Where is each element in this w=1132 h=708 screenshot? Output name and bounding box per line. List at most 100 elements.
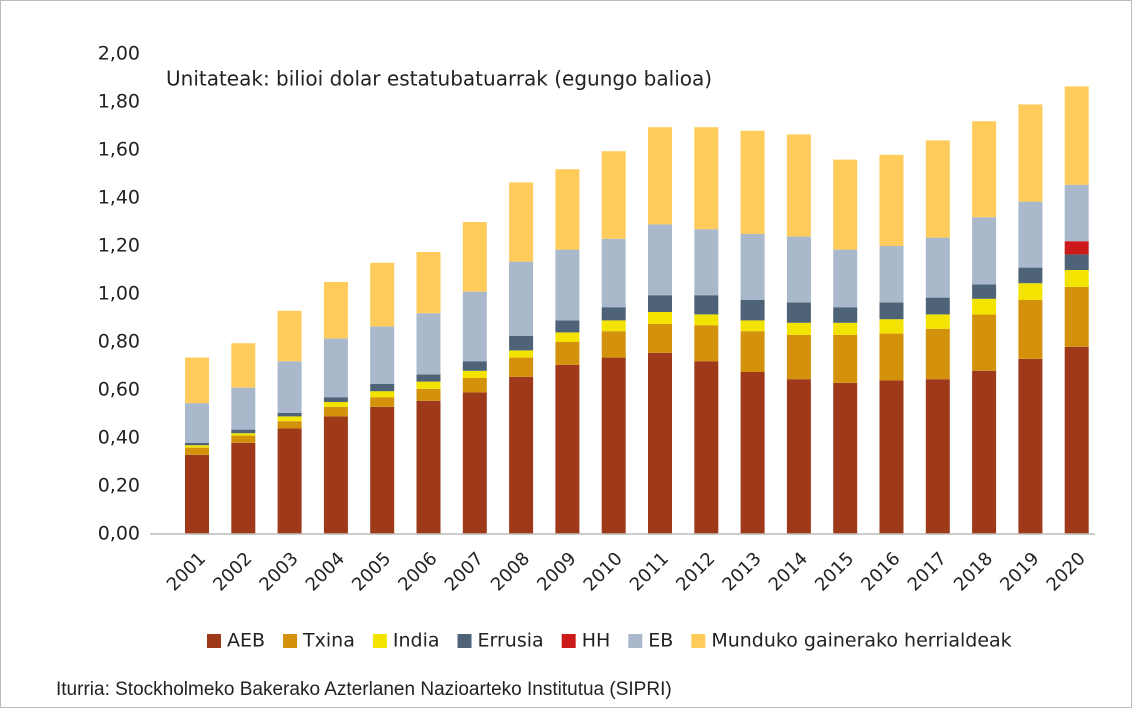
bar-segment — [231, 435, 256, 443]
bar-segment — [786, 334, 811, 380]
bar-segment — [416, 252, 441, 314]
bar-segment — [277, 361, 302, 413]
bar-segment — [694, 361, 719, 534]
bar-segment — [185, 454, 209, 534]
bar-segment — [1018, 358, 1043, 534]
bar-segment — [1064, 286, 1089, 347]
bar-segment — [972, 298, 997, 315]
bar-segment — [1064, 241, 1089, 255]
bar-segment — [1018, 201, 1043, 268]
y-tick-label: 1,20 — [98, 235, 140, 257]
bar-segment — [694, 314, 719, 326]
bar-segment — [1064, 346, 1089, 534]
bar-segment — [786, 379, 811, 534]
bar-segment — [462, 370, 487, 378]
y-tick-label: 0,40 — [98, 427, 140, 449]
bar-segment — [925, 379, 950, 534]
source: Iturria: Stockholmeko Bakerako Azterlane… — [56, 679, 672, 700]
bar-segment — [323, 282, 348, 339]
bar-segment — [370, 406, 395, 534]
bar-segment — [1064, 86, 1089, 185]
bar-segment — [879, 154, 904, 246]
bar-segment — [740, 300, 765, 321]
bar-segment — [370, 391, 395, 398]
bar-segment — [740, 234, 765, 300]
bar-segment — [694, 295, 719, 315]
bar-segment — [1018, 104, 1043, 202]
bar-segment — [833, 307, 858, 323]
y-tick-label: 1,60 — [98, 139, 140, 161]
bar-segment — [694, 325, 719, 362]
bar-segment — [833, 249, 858, 308]
bar-segment — [601, 238, 626, 308]
bar-segment — [1018, 300, 1043, 359]
bar-segment — [462, 222, 487, 292]
bar-segment — [509, 336, 534, 351]
bar-segment — [555, 169, 580, 250]
bar-segment — [648, 224, 672, 296]
bar-segment — [1064, 254, 1089, 270]
bar-segment — [323, 402, 348, 407]
bar-segment — [555, 249, 580, 321]
bar-segment — [601, 151, 626, 239]
bar-segment — [648, 312, 672, 324]
legend-swatch — [207, 634, 221, 648]
bar-segment — [185, 357, 209, 404]
legend-swatch — [628, 634, 643, 648]
bar-segment — [879, 319, 904, 334]
bar-segment — [972, 217, 997, 285]
bar-segment — [1018, 267, 1043, 284]
bar-segment — [1064, 184, 1089, 242]
bar-segment — [185, 442, 209, 446]
bar-segment — [462, 291, 487, 362]
bar-segment — [185, 445, 209, 448]
legend-swatch — [561, 634, 576, 648]
bar-segment — [323, 416, 348, 534]
bar-segment — [601, 357, 626, 534]
bar-segment — [833, 382, 858, 534]
bar-segment — [925, 237, 950, 298]
legend-swatch — [283, 634, 298, 648]
bar-segment — [879, 333, 904, 381]
bar-segment — [323, 406, 348, 417]
bar-segment — [231, 429, 256, 434]
bar-segment — [277, 428, 302, 534]
bar-segment — [555, 364, 580, 534]
bar-segment — [416, 400, 441, 534]
bar-segment — [509, 350, 534, 358]
bar-segment — [740, 320, 765, 332]
bar-segment — [416, 313, 441, 375]
y-tick-label: 2,00 — [98, 43, 140, 65]
bar-segment — [786, 302, 811, 323]
bar-segment — [462, 378, 487, 393]
bar-segment — [185, 447, 209, 455]
legend-label: HH — [582, 630, 611, 652]
y-tick-label: 0,00 — [98, 523, 140, 545]
annotation: Unitateak: bilioi dolar estatubatuarrak … — [166, 67, 712, 91]
legend-label: AEB — [227, 630, 265, 652]
bar-segment — [416, 388, 441, 401]
bar-segment — [231, 442, 256, 534]
bar-segment — [740, 130, 765, 234]
legend-label: Txina — [302, 630, 355, 652]
bar-segment — [786, 236, 811, 303]
bar-segment — [555, 342, 580, 365]
bar-segment — [509, 182, 534, 262]
bar-segment — [323, 338, 348, 398]
bar-segment — [1018, 283, 1043, 300]
bar-segment — [648, 352, 672, 534]
bar-segment — [601, 307, 626, 321]
bar-segment — [925, 297, 950, 315]
bar-segment — [509, 261, 534, 336]
bar-segment — [972, 121, 997, 218]
legend-label: EB — [648, 630, 673, 652]
bar-segment — [509, 357, 534, 377]
bar-segment — [740, 331, 765, 372]
bar-segment — [370, 397, 395, 407]
bar-segment — [648, 127, 672, 225]
y-tick-label: 1,00 — [98, 283, 140, 305]
bar-segment — [833, 322, 858, 335]
bar-segment — [370, 262, 395, 327]
legend-label: India — [393, 630, 440, 652]
y-tick-label: 1,40 — [98, 187, 140, 209]
